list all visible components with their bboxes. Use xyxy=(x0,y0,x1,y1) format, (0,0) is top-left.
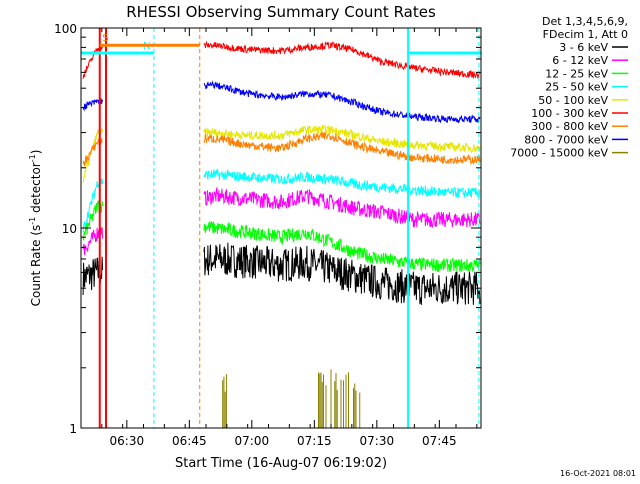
x-axis-label: Start Time (16-Aug-07 06:19:02) xyxy=(175,456,387,471)
x-tick-label: 07:15 xyxy=(297,434,332,448)
series-line xyxy=(203,242,481,305)
chart-title: RHESSI Observing Summary Count Rates xyxy=(126,3,436,21)
legend-label: 50 - 100 keV xyxy=(538,94,608,107)
y-tick-label: 1 xyxy=(69,422,77,436)
plot-area: NS xyxy=(81,28,481,428)
series-line xyxy=(203,168,481,198)
legend-label: 300 - 800 keV xyxy=(531,120,608,133)
series-line xyxy=(203,80,481,124)
marker-label: S xyxy=(102,33,108,44)
x-tick-label: 07:30 xyxy=(360,434,395,448)
x-tick-label: 06:45 xyxy=(172,434,207,448)
legend-label: 7000 - 15000 keV xyxy=(510,147,608,160)
legend: Det 1,3,4,5,6,9, FDecim 1, Att 0 3 - 6 k… xyxy=(510,15,628,160)
legend-label: 100 - 300 keV xyxy=(531,107,608,120)
y-axis-label-close: ) xyxy=(29,150,43,155)
x-tick-label: 07:45 xyxy=(422,434,457,448)
series-line xyxy=(203,40,481,80)
legend-label: 3 - 6 keV xyxy=(559,41,608,54)
legend-header: FDecim 1, Att 0 xyxy=(543,28,628,41)
y-axis-label-exponent: -1 xyxy=(28,154,37,162)
footer-date: 16-Oct-2021 08:01 xyxy=(560,469,636,478)
y-axis-label-text: Count Rate (s xyxy=(29,225,43,307)
series-line xyxy=(203,186,481,229)
y-axis-label-tail: detector xyxy=(29,162,43,217)
axes: 06:30 06:45 07:00 07:15 07:30 07:45 1 10 100 xyxy=(54,22,482,448)
series-line xyxy=(203,124,481,154)
y-tick-label: 100 xyxy=(54,22,77,36)
legend-label: 6 - 12 keV xyxy=(552,54,608,67)
plot-frame xyxy=(80,27,482,429)
x-tick-label: 07:00 xyxy=(235,434,270,448)
legend-label: 800 - 7000 keV xyxy=(524,133,608,146)
legend-label: 12 - 25 keV xyxy=(545,67,608,80)
series-line xyxy=(203,130,481,166)
series-line xyxy=(203,221,481,273)
y-tick-label: 10 xyxy=(62,222,77,236)
legend-header: Det 1,3,4,5,6,9, xyxy=(542,15,628,28)
y-axis-label-exponent: -1 xyxy=(28,217,37,225)
y-axis-label: Count Rate (s-1 detector-1) xyxy=(28,150,43,307)
x-tick-label: 06:30 xyxy=(110,434,145,448)
legend-label: 25 - 50 keV xyxy=(545,81,608,94)
